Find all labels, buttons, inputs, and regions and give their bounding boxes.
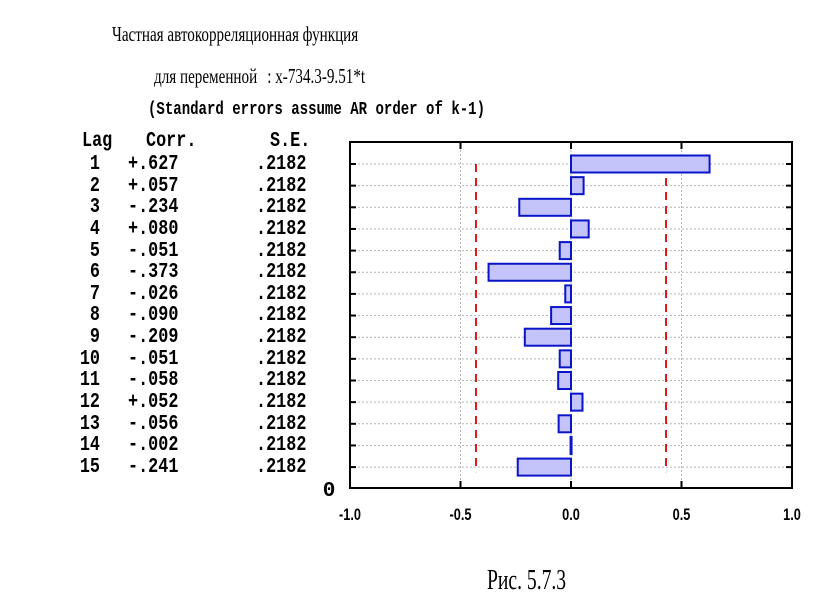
row-se: .2182 xyxy=(256,455,307,479)
row-lag: 13 xyxy=(79,412,100,436)
pacf-bar xyxy=(570,154,711,174)
x-tick-label: 0.0 xyxy=(562,505,580,524)
row-lag: 15 xyxy=(79,455,100,479)
pacf-bar xyxy=(564,284,573,304)
row-corr: -.002 xyxy=(128,434,179,458)
header-corr: Corr. xyxy=(146,130,197,153)
row-lag: 11 xyxy=(79,369,100,393)
row-corr: -.373 xyxy=(128,261,179,285)
row-corr: +.052 xyxy=(128,391,179,415)
row-lag: 6 xyxy=(89,261,100,285)
pacf-bar xyxy=(557,414,573,434)
row-se: .2182 xyxy=(256,261,307,285)
subtitle-prefix: для переменной xyxy=(154,64,258,88)
row-se: .2182 xyxy=(256,369,307,393)
x-tick-label: -1.0 xyxy=(339,505,361,524)
chart-subtitle: для переменной : x-734.3-9.51*t xyxy=(154,64,365,89)
standard-error-note: (Standard errors assume AR order of k-1) xyxy=(148,100,486,120)
row-corr: -.058 xyxy=(128,369,179,393)
row-lag: 3 xyxy=(89,196,100,220)
header-se: S.E. xyxy=(270,130,311,153)
row-corr: +.080 xyxy=(128,217,179,241)
row-corr: +.627 xyxy=(128,153,179,176)
row-corr: -.209 xyxy=(128,326,179,350)
row-lag: 10 xyxy=(79,347,100,371)
row-se: .2182 xyxy=(256,347,307,371)
row-corr: -.234 xyxy=(128,196,179,220)
row-corr: -.056 xyxy=(128,412,179,436)
pacf-bar xyxy=(518,197,573,217)
row-corr: -.090 xyxy=(128,304,179,328)
row-se: .2182 xyxy=(256,434,307,458)
x-tick-label: 1.0 xyxy=(783,505,801,524)
pacf-bar xyxy=(550,306,572,326)
row-se: .2182 xyxy=(256,239,307,263)
row-se: .2182 xyxy=(256,174,307,198)
figure-caption: Рис. 5.7.3 xyxy=(487,565,567,596)
x-tick-label: -0.5 xyxy=(450,505,472,524)
y-zero-label: 0 xyxy=(323,480,336,503)
row-se: .2182 xyxy=(256,391,307,415)
pacf-bar xyxy=(557,371,573,390)
row-corr: -.241 xyxy=(128,455,179,479)
row-se: .2182 xyxy=(256,326,307,350)
row-corr: -.051 xyxy=(128,239,179,263)
row-corr: -.026 xyxy=(128,282,179,306)
pacf-bar xyxy=(487,262,572,282)
row-lag: 7 xyxy=(89,282,100,306)
row-se: .2182 xyxy=(256,196,307,220)
pacf-bar xyxy=(558,349,573,369)
pacf-bar xyxy=(570,219,590,239)
subtitle-variable: : x-734.3-9.51*t xyxy=(267,64,366,88)
row-se: .2182 xyxy=(256,217,307,241)
chart-title: Частная автокорреляционная функция xyxy=(112,22,359,46)
row-se: .2182 xyxy=(256,153,307,176)
row-corr: +.057 xyxy=(128,174,179,198)
row-corr: -.051 xyxy=(128,347,179,371)
row-lag: 9 xyxy=(89,326,100,350)
pacf-bar xyxy=(570,392,584,412)
row-lag: 4 xyxy=(89,217,100,241)
pacf-bar xyxy=(523,327,572,347)
pacf-bar xyxy=(558,241,573,261)
row-lag: 14 xyxy=(79,434,100,458)
row-lag: 8 xyxy=(89,304,100,328)
row-se: .2182 xyxy=(256,412,307,436)
pacf-bar xyxy=(570,176,585,196)
x-tick-label: 0.5 xyxy=(673,505,691,524)
row-lag: 1 xyxy=(89,153,100,176)
row-se: .2182 xyxy=(256,282,307,306)
pacf-bar xyxy=(569,435,573,455)
row-lag: 2 xyxy=(89,174,100,198)
row-lag: 12 xyxy=(79,391,100,415)
row-se: .2182 xyxy=(256,304,307,328)
row-lag: 5 xyxy=(89,239,100,263)
pacf-bar xyxy=(516,457,573,477)
